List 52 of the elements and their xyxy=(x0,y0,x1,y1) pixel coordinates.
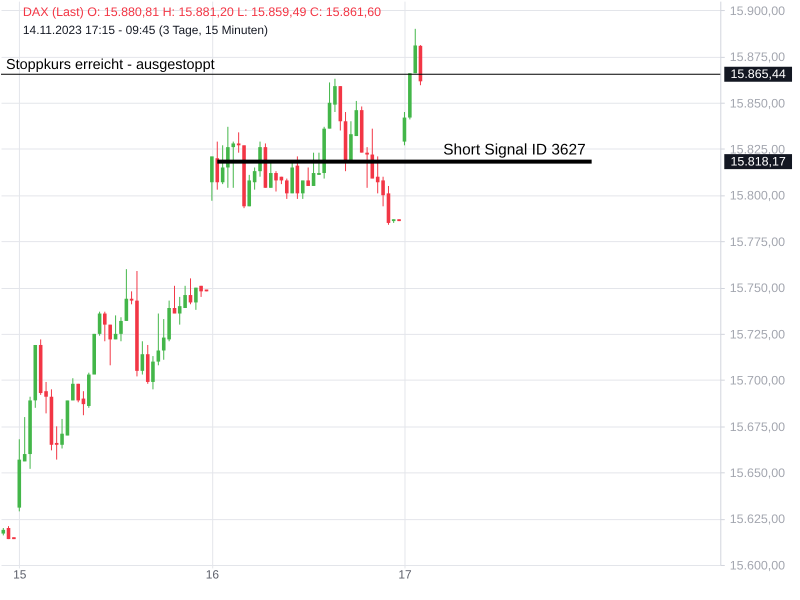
candlestick xyxy=(108,324,112,366)
candlestick xyxy=(119,316,123,342)
y-tick-label: 15.900,00 xyxy=(730,4,786,18)
x-tick-label: 17 xyxy=(398,567,412,582)
candlestick xyxy=(236,132,240,154)
candlestick xyxy=(44,381,48,414)
candlestick xyxy=(252,166,256,190)
candlestick xyxy=(130,290,134,305)
candlestick xyxy=(151,356,155,390)
candlestick xyxy=(188,278,192,305)
y-tick-label: 15.875,00 xyxy=(730,50,786,64)
candlestick xyxy=(178,296,182,326)
candlestick xyxy=(54,426,58,460)
candlestick xyxy=(103,311,107,342)
y-tick-label: 15.675,00 xyxy=(730,420,786,434)
candlestick xyxy=(376,156,380,194)
candlestick xyxy=(124,268,128,322)
candlestick xyxy=(300,180,305,200)
y-tick-label: 15.700,00 xyxy=(730,374,786,388)
candlestick xyxy=(98,311,102,336)
y-tick-label: 15.600,00 xyxy=(730,558,786,572)
candlestick xyxy=(162,318,166,360)
y-tick-label: 15.725,00 xyxy=(730,327,786,342)
text: 15.865,44 xyxy=(730,67,786,82)
y-tick-label: 15.775,00 xyxy=(730,234,786,249)
candlestick xyxy=(156,313,160,366)
x-tick-label: 16 xyxy=(206,567,220,582)
candlestick xyxy=(172,285,176,314)
y-tick-label: 15.625,00 xyxy=(730,512,786,526)
y-tick-label: 15.825,00 xyxy=(730,142,786,156)
candlestick xyxy=(114,314,118,340)
candlestick xyxy=(285,178,289,200)
text: 15.818,17 xyxy=(730,154,786,169)
candlestick xyxy=(194,287,198,310)
ref-line-label: Stoppkurs erreicht - ausgestoppt xyxy=(6,57,215,74)
chart-title: DAX (Last) O: 15.880,81 H: 15.881,20 L: 15.859,49 C: 15.861,60 xyxy=(22,5,382,20)
candlestick xyxy=(183,285,187,308)
y-tick-label: 15.750,00 xyxy=(730,281,786,296)
candlestick xyxy=(306,166,310,186)
candlestick xyxy=(220,144,224,185)
candlestick xyxy=(71,378,75,401)
candlestick xyxy=(269,161,273,188)
y-tick-label: 15.800,00 xyxy=(730,188,786,203)
y-tick-label: 15.650,00 xyxy=(730,466,786,480)
y-tick-label: 15.850,00 xyxy=(730,96,786,110)
x-tick-label: 15 xyxy=(13,567,27,582)
candlestick xyxy=(231,141,236,188)
candlestick xyxy=(365,146,369,188)
text: 14.11.2023 17:15 - 09:45 (3 Tage, 15 Minuten) xyxy=(22,22,268,37)
candlestick xyxy=(22,416,26,462)
series-label: Short Signal ID 3627 xyxy=(443,142,586,159)
candlestick xyxy=(140,340,144,376)
